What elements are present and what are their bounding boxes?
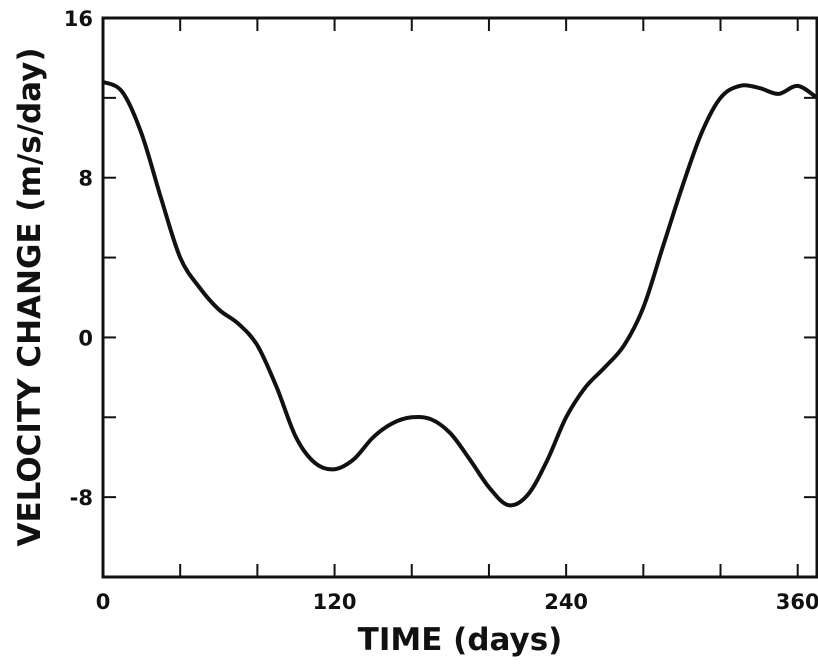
velocity-curve bbox=[103, 79, 817, 508]
x-tick-label: 0 bbox=[96, 590, 111, 614]
y-tick-label: 16 bbox=[64, 7, 93, 31]
y-tick-label: 8 bbox=[78, 167, 93, 191]
x-axis-ticks: 0 120 240 360 bbox=[96, 18, 818, 614]
y-axis-title: VELOCITY CHANGE (m/s/day) bbox=[12, 48, 48, 547]
x-tick-label: 360 bbox=[776, 590, 818, 614]
y-tick-label: -8 bbox=[70, 486, 93, 510]
x-axis-title: TIME (days) bbox=[358, 622, 563, 658]
plot-frame bbox=[101, 16, 818, 579]
x-tick-label: 120 bbox=[313, 590, 357, 614]
y-tick-label: 0 bbox=[78, 326, 93, 350]
x-tick-label: 240 bbox=[544, 590, 588, 614]
y-axis-ticks: -8 0 8 16 bbox=[64, 7, 817, 578]
